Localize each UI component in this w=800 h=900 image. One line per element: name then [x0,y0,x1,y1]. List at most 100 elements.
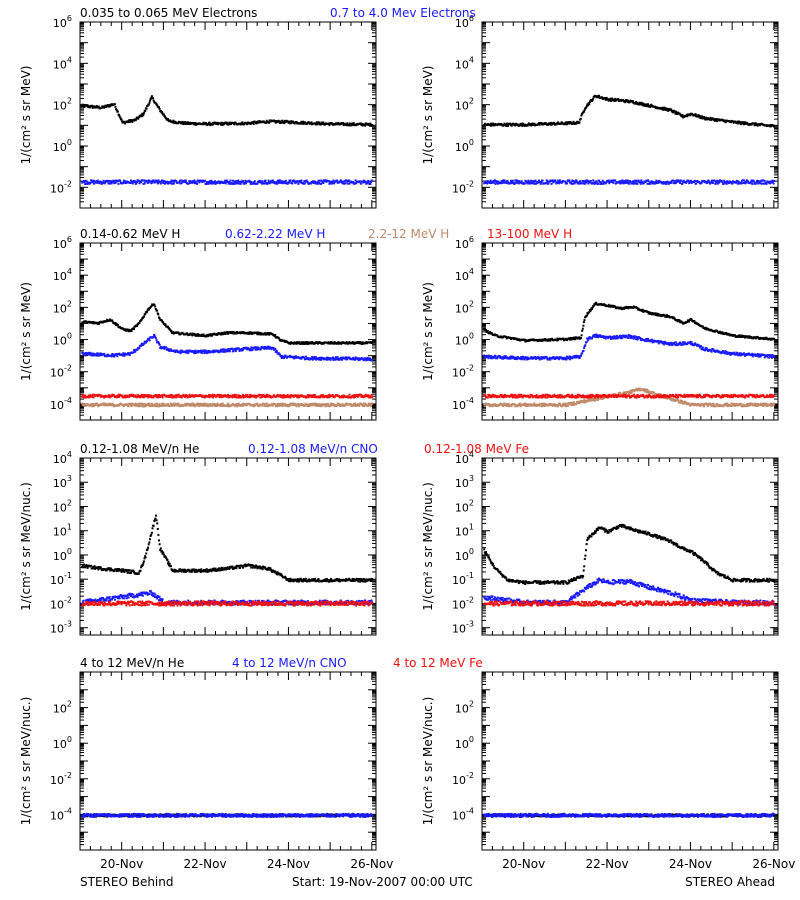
data-point [94,402,97,405]
data-point [171,404,174,407]
y-tick-base: 10 [50,399,64,412]
data-point [495,180,498,183]
data-point [181,120,184,123]
data-point [672,111,674,114]
data-point [322,357,325,360]
data-point [336,179,339,182]
data-point [317,357,320,359]
data-point [673,181,676,184]
data-point [125,395,128,398]
data-point [260,332,263,335]
data-point [540,122,543,125]
data-point [507,124,509,127]
data-point [200,352,203,354]
data-point [328,182,331,185]
data-point [96,352,99,355]
data-point [154,335,157,338]
data-point [272,347,275,349]
data-point [270,348,273,351]
data-point [530,124,533,127]
data-point [220,333,222,336]
data-point [316,123,319,126]
data-point [769,125,772,128]
data-point [139,320,142,322]
data-point [122,396,125,399]
data-point [209,333,212,336]
data-point [245,393,247,396]
data-point [128,328,131,331]
data-point [661,108,664,111]
data-point [354,182,356,185]
data-point [172,182,175,185]
data-point [84,354,87,357]
data-point [175,180,178,183]
data-point [337,122,340,124]
data-point [753,180,755,183]
y-tick-base: 10 [455,100,469,113]
data-point [199,351,202,354]
data-point [130,330,133,333]
data-point [255,346,258,349]
data-point [305,396,308,399]
data-point [326,358,329,361]
data-point [715,181,718,184]
data-point [124,122,127,125]
data-point [186,121,189,124]
data-point [111,320,114,323]
data-point [246,393,249,396]
data-point [154,405,157,408]
data-point [246,348,249,351]
data-point [143,342,146,345]
data-point [237,179,240,182]
data-point [288,405,291,408]
data-point [754,182,757,185]
data-point [256,182,259,185]
data-point [93,393,96,396]
data-point [141,396,144,399]
data-point [759,182,762,185]
data-point [147,103,150,106]
data-point [207,351,210,353]
data-point [284,402,287,405]
data-point [87,351,90,354]
data-point [242,396,245,399]
data-point [318,404,321,407]
data-point [163,180,166,183]
data-point [283,356,286,359]
data-point [118,396,121,398]
data-point [681,114,684,117]
data-point [163,347,166,350]
data-point [314,356,317,358]
data-point [728,182,730,185]
data-point [183,121,185,124]
data-point [264,394,267,397]
data-point [602,182,605,185]
data-point [706,181,709,184]
data-point [333,342,336,345]
data-point [114,181,117,184]
data-point [278,353,281,356]
data-point [129,330,132,333]
data-point [258,331,261,334]
data-point [636,182,639,185]
data-point [655,179,658,182]
data-point [111,353,114,355]
data-point [356,394,359,396]
data-point [149,395,152,398]
data-point [351,123,353,126]
data-point [157,313,160,316]
data-point [121,394,124,397]
data-point [566,123,568,126]
data-point [340,394,343,397]
data-point [143,402,146,405]
data-point [286,356,289,359]
data-point [136,403,139,406]
data-point [130,329,132,331]
data-point [108,402,111,405]
data-point [639,182,642,185]
data-point [531,182,534,185]
data-point [96,105,99,108]
data-point [140,318,143,321]
data-point [535,180,538,183]
data-point [568,122,571,125]
